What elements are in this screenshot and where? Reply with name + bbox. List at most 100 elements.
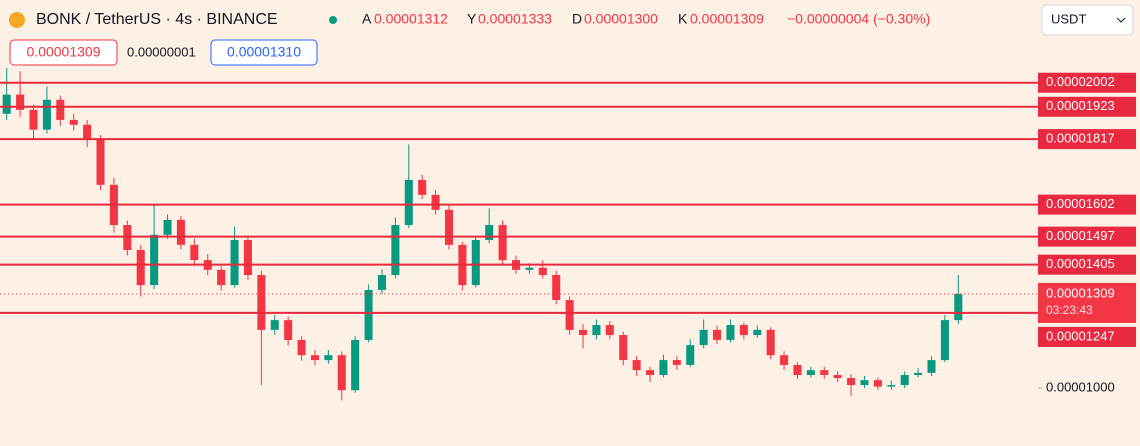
candle-body: [150, 234, 159, 286]
candle-body: [806, 370, 815, 375]
candle-body: [579, 329, 588, 336]
currency-select[interactable]: [1041, 4, 1134, 36]
candle-body: [324, 355, 333, 361]
candle-body: [900, 374, 909, 386]
candle-body: [753, 329, 762, 336]
candle-body: [498, 225, 507, 261]
legend-open-label: A: [362, 11, 372, 27]
candle-body: [431, 194, 440, 210]
candle-body: [552, 275, 561, 301]
level-label: 0.00001817: [1046, 131, 1115, 146]
candle-body: [954, 293, 963, 321]
level-label-box: [1038, 72, 1136, 93]
candle-body: [42, 99, 51, 130]
level-label: 0.00001923: [1046, 98, 1115, 113]
legend-close-label: K: [678, 11, 688, 27]
currency: USDT: [1051, 11, 1086, 26]
candle-body: [726, 325, 735, 340]
candle-body: [793, 364, 802, 375]
candle-body: [820, 370, 829, 375]
candle-body: [538, 267, 547, 276]
candle-body: [619, 335, 628, 361]
level-label: 0.00001602: [1046, 196, 1115, 211]
level-label: 0.00001247: [1046, 328, 1115, 343]
candle-body: [592, 325, 601, 336]
legend-low-label: D: [572, 11, 582, 27]
candle-body: [136, 250, 145, 286]
countdown: 03:23:43: [1046, 303, 1093, 317]
symbol-title[interactable]: BONK / TetherUS · 4s · BINANCE: [36, 11, 278, 28]
level-label-box: [1038, 96, 1136, 117]
candle-body: [351, 339, 360, 391]
candle-body: [337, 355, 346, 391]
last-price-label: 0.00001309: [1046, 285, 1115, 300]
candle-body: [444, 209, 454, 245]
candle-body: [418, 179, 427, 195]
level-label-box: [1038, 226, 1136, 247]
symbol-logo: [9, 12, 25, 28]
candle-body: [525, 267, 534, 270]
candle-body: [364, 289, 373, 340]
level-label-box: [1038, 194, 1136, 215]
candle-body: [471, 239, 480, 286]
candle-body: [16, 94, 25, 110]
y-tick-label: 0.00001000: [1046, 380, 1115, 395]
candle-body: [887, 385, 896, 387]
candle-body: [672, 360, 681, 365]
candle-body: [217, 269, 226, 286]
level-label-box: [1038, 129, 1136, 150]
candle-body: [927, 360, 936, 373]
candle-body: [739, 325, 748, 336]
buy-price: 0.00001310: [227, 44, 301, 60]
candle-body: [69, 119, 78, 125]
candle-body: [686, 345, 695, 365]
candle-body: [404, 179, 413, 226]
sell-box[interactable]: [9, 39, 118, 66]
legend-high-label: Y: [467, 11, 477, 27]
candle-body: [565, 300, 574, 330]
candle-body: [56, 99, 65, 120]
candle-body: [659, 360, 668, 375]
candle-body: [873, 380, 882, 387]
candle-body: [914, 372, 923, 375]
candle-body: [646, 370, 655, 375]
candle-body: [83, 124, 92, 140]
sell-price: 0.00001309: [27, 44, 101, 60]
candle-body: [257, 275, 266, 330]
candle-body: [29, 109, 38, 130]
candle-body: [243, 239, 252, 276]
candle-body: [780, 355, 789, 365]
candle-body: [833, 374, 842, 379]
candle-body: [605, 325, 614, 336]
level-label: 0.00002002: [1046, 74, 1115, 89]
candle-body: [766, 329, 775, 356]
legend-close: 0.00001309: [690, 11, 764, 27]
candle-body: [847, 378, 856, 386]
last-price-box: [1038, 282, 1136, 323]
candle-body: [940, 320, 949, 361]
candle-body: [2, 94, 11, 114]
level-label: 0.00001405: [1046, 256, 1115, 271]
spread: 0.00000001: [127, 44, 196, 59]
candle-body: [176, 219, 185, 245]
legend-open: 0.00001312: [374, 11, 448, 27]
candle-body: [230, 239, 239, 286]
market-status: [329, 16, 337, 24]
candle-body: [377, 275, 386, 290]
candle-body: [485, 225, 494, 240]
candle-body: [713, 329, 722, 340]
buy-box[interactable]: [210, 39, 318, 66]
candle-body: [190, 244, 199, 261]
candle-body: [310, 355, 319, 361]
candle-body: [391, 225, 400, 276]
candle-body: [270, 320, 279, 330]
legend-change: −0.00000004 (−0.30%): [787, 11, 930, 27]
candle-body: [163, 219, 172, 235]
level-label: 0.00001497: [1046, 228, 1115, 243]
select-arrow: [1116, 17, 1126, 23]
legend-high: 0.00001333: [478, 11, 552, 27]
legend-low: 0.00001300: [584, 11, 658, 27]
candle-body: [699, 329, 708, 346]
